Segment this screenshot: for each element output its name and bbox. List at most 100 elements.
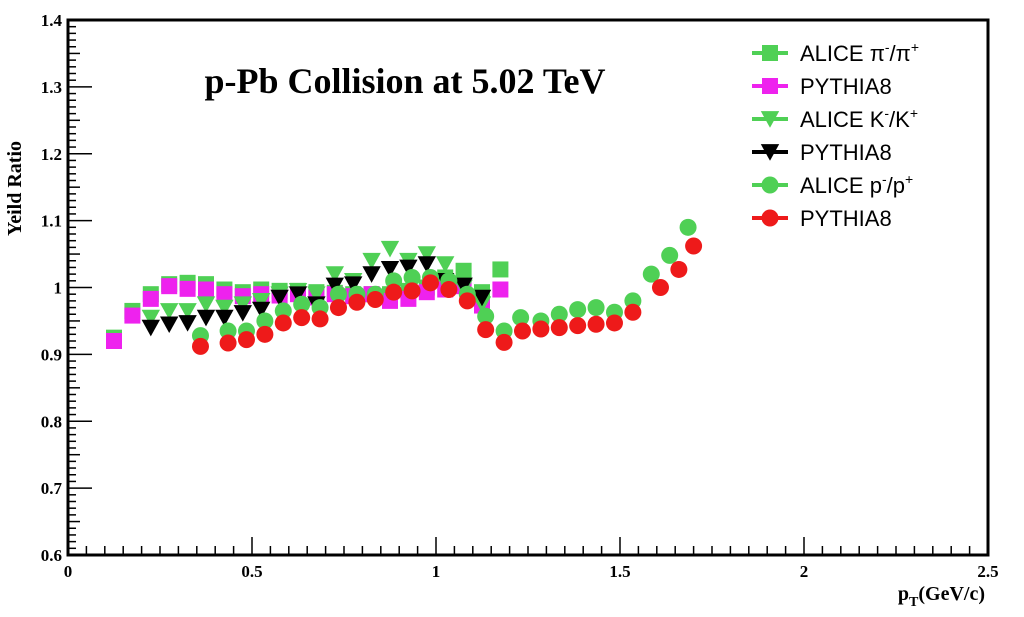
data-point (237, 331, 255, 349)
y-tick-label: 0.7 (41, 479, 63, 498)
data-point (311, 310, 329, 328)
legend-marker (761, 209, 779, 227)
data-point (288, 286, 308, 303)
y-tick-label: 1.1 (41, 212, 62, 231)
x-tick-label: 0 (64, 562, 73, 581)
legend-item: PYTHIA8 (752, 140, 892, 165)
y-tick-label: 0.6 (41, 546, 62, 565)
data-point (274, 302, 292, 320)
legend-marker (761, 176, 779, 194)
data-point (380, 240, 400, 258)
data-point (179, 280, 196, 297)
data-point (642, 265, 660, 283)
x-tick-label: 2.5 (977, 562, 998, 581)
data-point (233, 296, 252, 313)
legend-item: ALICE π-/π+ (752, 39, 919, 66)
legend-label: PYTHIA8 (800, 140, 892, 165)
data-point (216, 286, 233, 303)
data-point (325, 266, 344, 283)
legend-marker (762, 45, 778, 61)
x-axis-title-p: p (898, 583, 909, 605)
data-point (587, 315, 605, 333)
data-point (329, 285, 347, 303)
legend-marker (762, 78, 778, 94)
data-point (362, 252, 381, 270)
data-point (252, 293, 271, 310)
data-point (624, 303, 642, 321)
x-axis-title-unit: (GeV/c) (918, 583, 985, 605)
data-point (362, 266, 381, 283)
data-point (492, 281, 509, 298)
data-point (421, 274, 439, 292)
y-tick-label: 1.4 (41, 11, 63, 30)
data-point (458, 292, 476, 310)
data-points (106, 218, 703, 355)
y-axis-title: Yeild Ratio (4, 141, 26, 236)
series-5 (191, 237, 703, 355)
x-tick-label: 1.5 (609, 562, 630, 581)
data-point (233, 305, 252, 322)
legend-marker (760, 144, 780, 161)
data-point (417, 246, 436, 263)
data-point (344, 276, 363, 293)
legend-marker (760, 111, 780, 128)
data-point (385, 283, 403, 301)
data-point (455, 262, 472, 279)
data-point (512, 309, 530, 327)
data-point (366, 291, 384, 309)
data-point (513, 322, 531, 340)
x-tick-labels: 0 0.5 1 1.5 2 2.5 (64, 562, 999, 581)
data-point (454, 277, 473, 295)
data-point (685, 237, 703, 255)
data-point (191, 337, 209, 355)
data-point (307, 286, 326, 303)
data-point (403, 282, 421, 300)
chart-title: p-Pb Collision at 5.02 TeV (204, 61, 605, 101)
data-point (215, 309, 234, 327)
data-point (106, 333, 122, 349)
legend-label: PYTHIA8 (800, 206, 892, 231)
data-point (550, 305, 568, 323)
data-point (196, 296, 216, 313)
y-tick-labels: 0.6 0.7 0.8 0.9 1 1.1 1.2 1.3 1.4 (41, 11, 63, 565)
x-tick-label: 0.5 (241, 562, 262, 581)
data-point (436, 256, 455, 273)
data-point (219, 334, 237, 352)
data-point (348, 293, 366, 311)
data-point (256, 325, 274, 343)
data-point (178, 315, 197, 332)
legend-label: ALICE π-/π+ (800, 39, 919, 66)
data-point (160, 303, 179, 320)
data-point (219, 322, 237, 340)
data-point (605, 314, 623, 332)
data-point (142, 290, 159, 307)
data-point (399, 259, 418, 277)
data-point (293, 309, 311, 327)
data-point (569, 317, 587, 335)
y-tick-label: 0.8 (41, 412, 62, 431)
legend-label: ALICE p-/p+ (800, 171, 913, 198)
data-point (252, 301, 271, 319)
x-tick-label: 2 (800, 562, 809, 581)
data-point (492, 261, 509, 278)
data-point (477, 321, 495, 339)
legend-item: PYTHIA8 (752, 74, 892, 99)
data-point (270, 289, 289, 307)
x-axis-title: pT(GeV/c) (898, 583, 985, 610)
data-point (256, 312, 274, 330)
data-point (160, 316, 179, 334)
y-tick-label: 0.9 (41, 345, 62, 364)
x-axis-title-sub: T (909, 595, 919, 610)
data-point (215, 299, 234, 317)
y-tick-label: 1 (54, 279, 63, 298)
legend-item: PYTHIA8 (752, 206, 892, 231)
y-tick-label: 1.3 (41, 78, 62, 97)
legend-item: ALICE p-/p+ (752, 171, 913, 198)
data-point (124, 307, 141, 324)
data-point (679, 218, 697, 236)
legend-label: ALICE K-/K+ (800, 105, 918, 132)
legend-label: PYTHIA8 (800, 74, 892, 99)
data-point (198, 281, 214, 298)
data-point (587, 299, 605, 317)
